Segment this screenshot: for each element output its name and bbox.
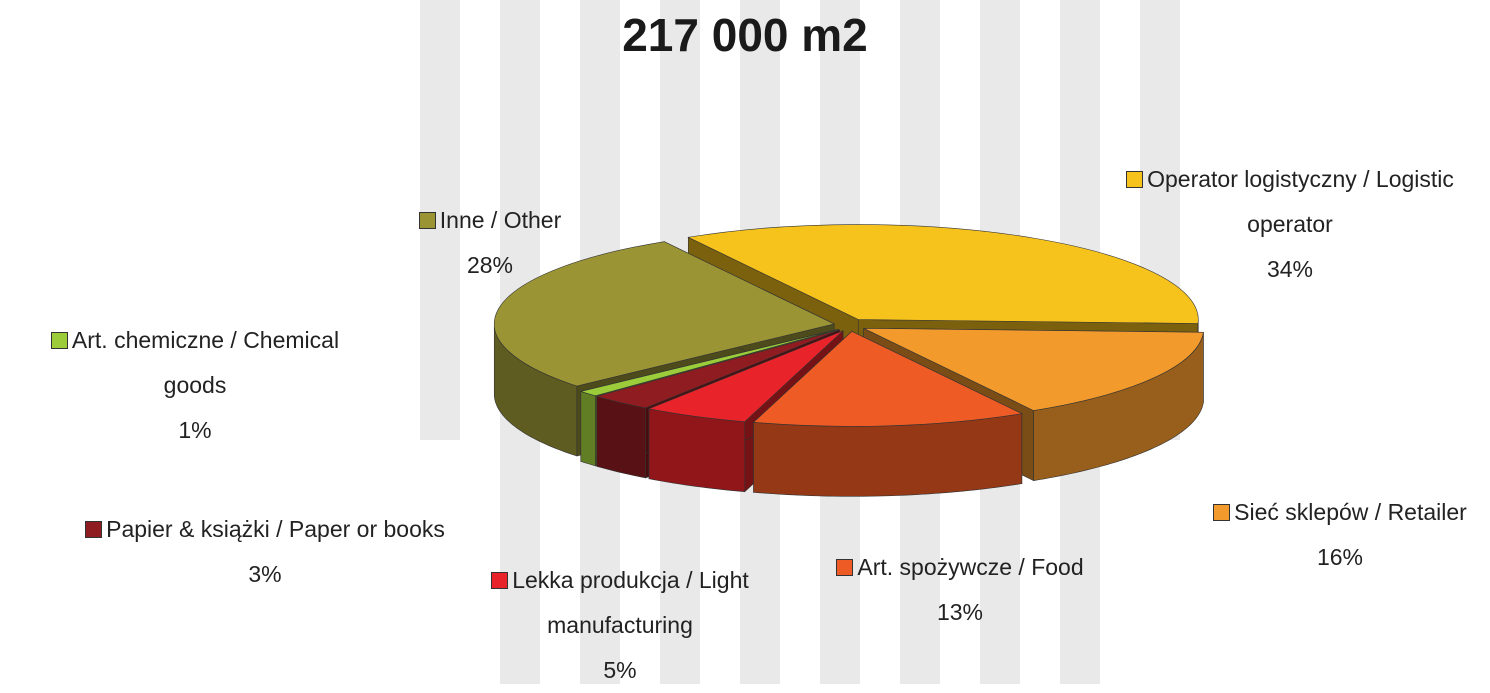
slice-label: Inne / Other 28% — [360, 198, 620, 288]
slice-outer-side — [581, 391, 595, 465]
category-label: Inne / Other — [440, 207, 561, 233]
category-label: Sieć sklepów / Retailer — [1234, 499, 1467, 525]
category-label: Operator logistyczny / Logistic operator — [1147, 166, 1454, 237]
legend-swatch — [85, 521, 102, 538]
value-label: 28% — [360, 243, 620, 288]
value-label: 1% — [20, 408, 370, 453]
legend-swatch — [51, 332, 68, 349]
slice-label: Sieć sklepów / Retailer 16% — [1175, 490, 1490, 580]
value-label: 5% — [455, 648, 785, 693]
legend-swatch — [419, 212, 436, 229]
slice-label: Lekka produkcja / Light manufacturing 5% — [455, 558, 785, 693]
slice-label: Operator logistyczny / Logistic operator… — [1125, 157, 1455, 292]
value-label: 13% — [795, 590, 1125, 635]
category-label: Papier & książki / Paper or books — [106, 516, 445, 542]
legend-swatch — [1126, 171, 1143, 188]
category-label: Art. spożywcze / Food — [857, 554, 1083, 580]
legend-swatch — [1213, 504, 1230, 521]
value-label: 3% — [80, 552, 450, 597]
legend-swatch — [836, 559, 853, 576]
slice-outer-side — [649, 409, 745, 492]
value-label: 16% — [1175, 535, 1490, 580]
legend-swatch — [491, 572, 508, 589]
slice-label: Papier & książki / Paper or books 3% — [80, 507, 450, 597]
category-label: Lekka produkcja / Light manufacturing — [512, 567, 749, 638]
value-label: 34% — [1125, 247, 1455, 292]
slice-label: Art. spożywcze / Food 13% — [795, 545, 1125, 635]
slice-outer-side — [597, 396, 646, 478]
slice-label: Art. chemiczne / Chemical goods 1% — [20, 318, 370, 453]
category-label: Art. chemiczne / Chemical goods — [72, 327, 339, 398]
chart-title: 217 000 m2 — [0, 8, 1490, 62]
